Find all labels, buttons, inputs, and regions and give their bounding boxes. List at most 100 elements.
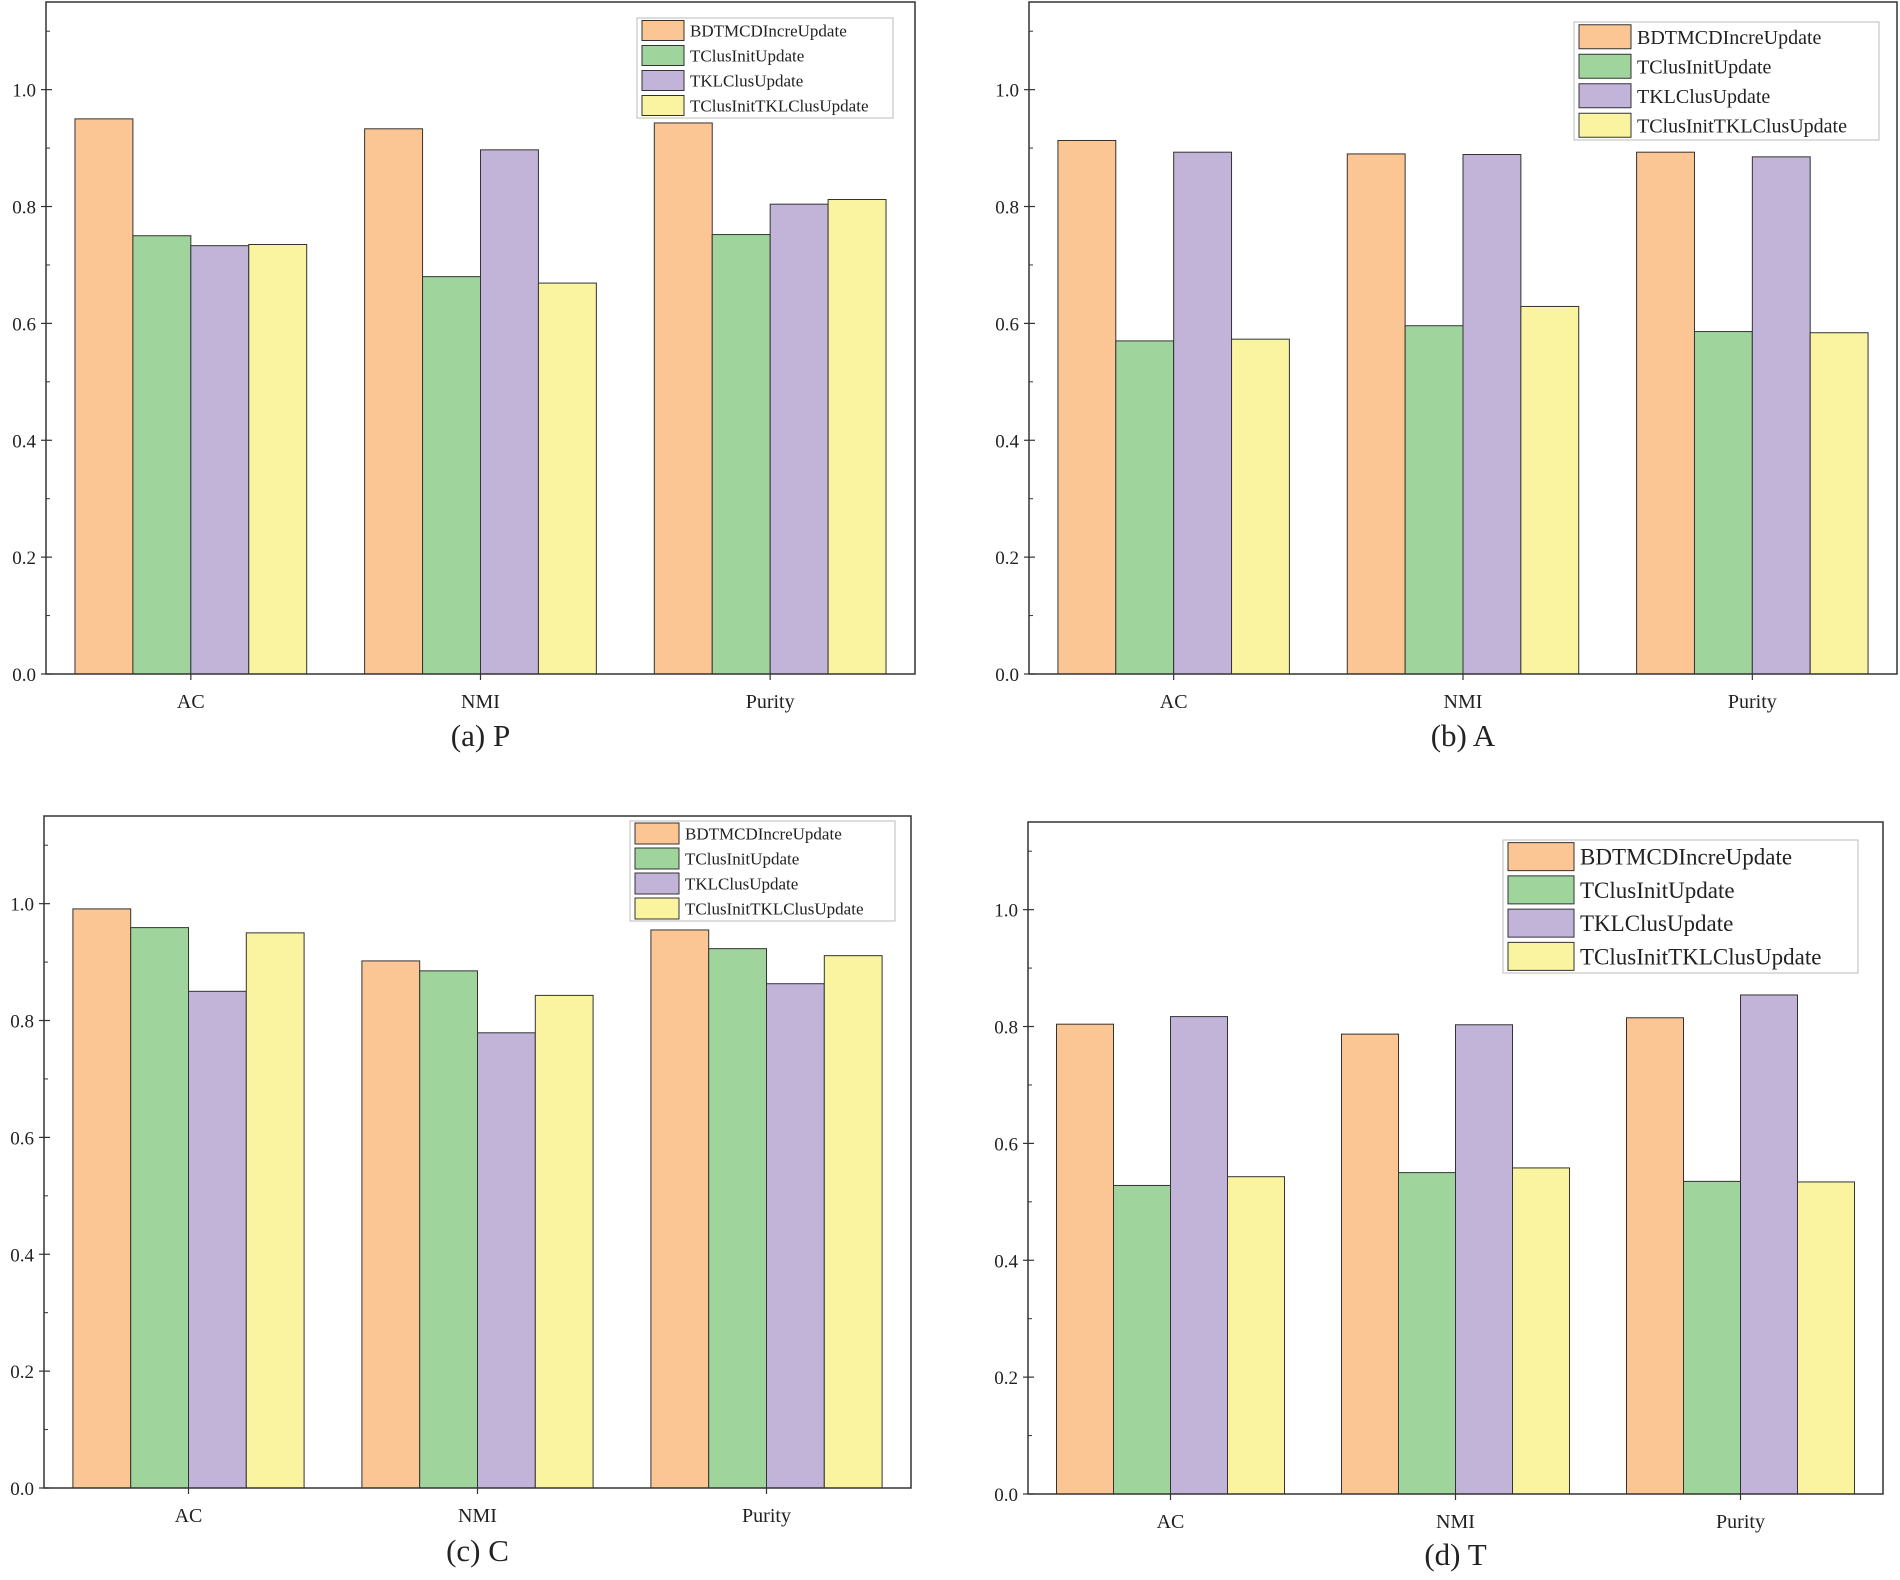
bar-TKLClusUpdate-NMI xyxy=(480,149,539,675)
y-tick-label: 0.8 xyxy=(12,198,36,219)
y-tick-label: 1.0 xyxy=(994,901,1018,922)
bar-BDTMCDIncreUpdate-AC xyxy=(1057,139,1117,675)
panel-caption: (b) A xyxy=(1431,718,1496,753)
bar-BDTMCDIncreUpdate-AC xyxy=(72,908,132,1489)
bar-BDTMCDIncreUpdate-AC xyxy=(74,118,134,675)
legend: BDTMCDIncreUpdate TClusInitUpdate TKLClusU… xyxy=(629,820,896,922)
y-tick-label: 0.0 xyxy=(995,665,1019,686)
y-tick-label: 0.2 xyxy=(995,548,1019,569)
y-tick-label: 0.4 xyxy=(10,1245,34,1266)
legend: BDTMCDIncreUpdate TClusInitUpdate TKLClusU… xyxy=(1573,21,1880,141)
legend-swatch-TClusInitUpdate xyxy=(641,45,685,66)
y-tick-label: 0.8 xyxy=(10,1012,34,1033)
legend-swatch-TClusInitTKLClusUpdate xyxy=(1578,112,1632,138)
bar-TClusInitUpdate-Purity xyxy=(1693,331,1753,675)
legend-label-TKLClusUpdate: TKLClusUpdate xyxy=(1637,86,1770,108)
legend-swatch-TKLClusUpdate xyxy=(1578,83,1632,109)
legend-label-TClusInitTKLClusUpdate: TClusInitTKLClusUpdate xyxy=(1580,944,1821,969)
legend-swatch-TClusInitTKLClusUpdate xyxy=(634,897,680,920)
legend-swatch-TKLClusUpdate xyxy=(634,872,680,895)
bar-TClusInitUpdate-AC xyxy=(130,927,189,1489)
bar-BDTMCDIncreUpdate-Purity xyxy=(650,929,710,1489)
legend-swatch-TClusInitTKLClusUpdate xyxy=(1507,941,1575,971)
chart-panel-2: 0.0 0.2 0.4 0.6 0.8 1.0 AC NMI Purity (b) A BDTMCD… xyxy=(995,1,1898,753)
x-tick-label-NMI: NMI xyxy=(1444,691,1483,713)
y-tick-label: 0.0 xyxy=(10,1479,34,1500)
bar-TClusInitUpdate-NMI xyxy=(1398,1172,1456,1495)
legend-swatch-BDTMCDIncreUpdate xyxy=(634,822,680,845)
bar-TClusInitUpdate-AC xyxy=(1115,340,1175,675)
y-tick-label: 1.0 xyxy=(995,81,1019,102)
x-tick-label-AC: AC xyxy=(177,691,205,713)
legend-swatch-TKLClusUpdate xyxy=(641,70,685,91)
legend-label-TClusInitTKLClusUpdate: TClusInitTKLClusUpdate xyxy=(685,899,863,918)
legend-label-TKLClusUpdate: TKLClusUpdate xyxy=(685,874,798,893)
y-tick-label: 0.2 xyxy=(12,548,36,569)
x-tick-label-Purity: Purity xyxy=(1716,1511,1765,1533)
x-tick-label-NMI: NMI xyxy=(1436,1511,1475,1533)
panel-caption: (d) T xyxy=(1424,1537,1486,1572)
x-tick-label-AC: AC xyxy=(175,1505,203,1527)
bar-TClusInitTKLClusUpdate-Purity xyxy=(823,955,883,1489)
x-tick-label-AC: AC xyxy=(1160,691,1188,713)
legend-label-TClusInitTKLClusUpdate: TClusInitTKLClusUpdate xyxy=(690,96,868,115)
bar-TKLClusUpdate-Purity xyxy=(769,203,829,675)
bar-TClusInitTKLClusUpdate-AC xyxy=(1231,338,1290,675)
x-tick-label-Purity: Purity xyxy=(742,1505,791,1527)
bar-BDTMCDIncreUpdate-NMI xyxy=(364,128,424,675)
bar-TClusInitUpdate-Purity xyxy=(1683,1180,1741,1495)
legend-swatch-BDTMCDIncreUpdate xyxy=(641,20,685,41)
bar-TClusInitTKLClusUpdate-Purity xyxy=(1809,332,1869,675)
legend-label-TClusInitUpdate: TClusInitUpdate xyxy=(1580,878,1735,903)
legend-label-BDTMCDIncreUpdate: BDTMCDIncreUpdate xyxy=(685,824,842,843)
bar-TClusInitTKLClusUpdate-Purity xyxy=(1797,1181,1855,1495)
legend-label-TKLClusUpdate: TKLClusUpdate xyxy=(1580,911,1733,936)
bar-TClusInitTKLClusUpdate-AC xyxy=(1227,1176,1285,1495)
bar-TKLClusUpdate-NMI xyxy=(1462,154,1522,675)
bar-TKLClusUpdate-Purity xyxy=(1740,994,1798,1495)
legend-label-TClusInitUpdate: TClusInitUpdate xyxy=(690,46,804,65)
chart-panel-4: 0.0 0.2 0.4 0.6 0.8 1.0 AC NMI Purity (d) T BDTMCD… xyxy=(994,821,1884,1572)
y-tick-label: 0.6 xyxy=(10,1128,34,1149)
legend-label-BDTMCDIncreUpdate: BDTMCDIncreUpdate xyxy=(690,21,847,40)
bar-TKLClusUpdate-NMI xyxy=(477,1032,536,1489)
bar-TClusInitUpdate-Purity xyxy=(711,234,771,675)
bar-BDTMCDIncreUpdate-Purity xyxy=(1626,1017,1684,1495)
bar-TKLClusUpdate-AC xyxy=(190,245,250,675)
bar-BDTMCDIncreUpdate-NMI xyxy=(1341,1033,1399,1495)
bar-BDTMCDIncreUpdate-NMI xyxy=(361,960,421,1489)
legend-label-BDTMCDIncreUpdate: BDTMCDIncreUpdate xyxy=(1637,27,1822,49)
legend-swatch-TClusInitUpdate xyxy=(1507,875,1575,905)
bar-BDTMCDIncreUpdate-AC xyxy=(1056,1023,1114,1495)
bar-BDTMCDIncreUpdate-Purity xyxy=(653,122,713,675)
bar-BDTMCDIncreUpdate-Purity xyxy=(1636,151,1695,675)
y-tick-label: 0.4 xyxy=(995,431,1019,452)
legend-swatch-TKLClusUpdate xyxy=(1507,908,1575,938)
legend: BDTMCDIncreUpdate TClusInitUpdate TKLClusU… xyxy=(636,17,894,119)
legend-label-TKLClusUpdate: TKLClusUpdate xyxy=(690,71,803,90)
y-tick-label: 0.2 xyxy=(994,1368,1018,1389)
y-tick-label: 0.6 xyxy=(12,314,36,335)
y-tick-label: 0.0 xyxy=(994,1485,1018,1506)
bar-TClusInitUpdate-NMI xyxy=(419,970,479,1489)
y-tick-label: 0.8 xyxy=(995,198,1019,219)
chart-panel-1: 0.0 0.2 0.4 0.6 0.8 1.0 AC NMI Purity (a) P BDTMCD… xyxy=(12,1,916,753)
y-tick-label: 0.4 xyxy=(12,431,36,452)
y-tick-label: 0.2 xyxy=(10,1362,34,1383)
bar-TClusInitTKLClusUpdate-NMI xyxy=(1520,305,1580,675)
panel-caption: (a) P xyxy=(451,718,510,753)
x-tick-label-NMI: NMI xyxy=(458,1505,497,1527)
legend-label-TClusInitTKLClusUpdate: TClusInitTKLClusUpdate xyxy=(1637,115,1847,137)
bar-TClusInitTKLClusUpdate-NMI xyxy=(534,994,594,1489)
legend-label-TClusInitUpdate: TClusInitUpdate xyxy=(685,849,799,868)
bar-TKLClusUpdate-AC xyxy=(188,990,247,1489)
bar-TKLClusUpdate-AC xyxy=(1170,1016,1228,1495)
y-tick-label: 0.8 xyxy=(994,1018,1018,1039)
bar-TClusInitTKLClusUpdate-Purity xyxy=(827,199,887,675)
legend-swatch-TClusInitTKLClusUpdate xyxy=(641,95,685,116)
y-tick-label: 0.4 xyxy=(994,1251,1018,1272)
legend-swatch-TClusInitUpdate xyxy=(1578,53,1632,79)
x-tick-label-AC: AC xyxy=(1157,1511,1185,1533)
bar-TClusInitUpdate-NMI xyxy=(1404,325,1464,675)
